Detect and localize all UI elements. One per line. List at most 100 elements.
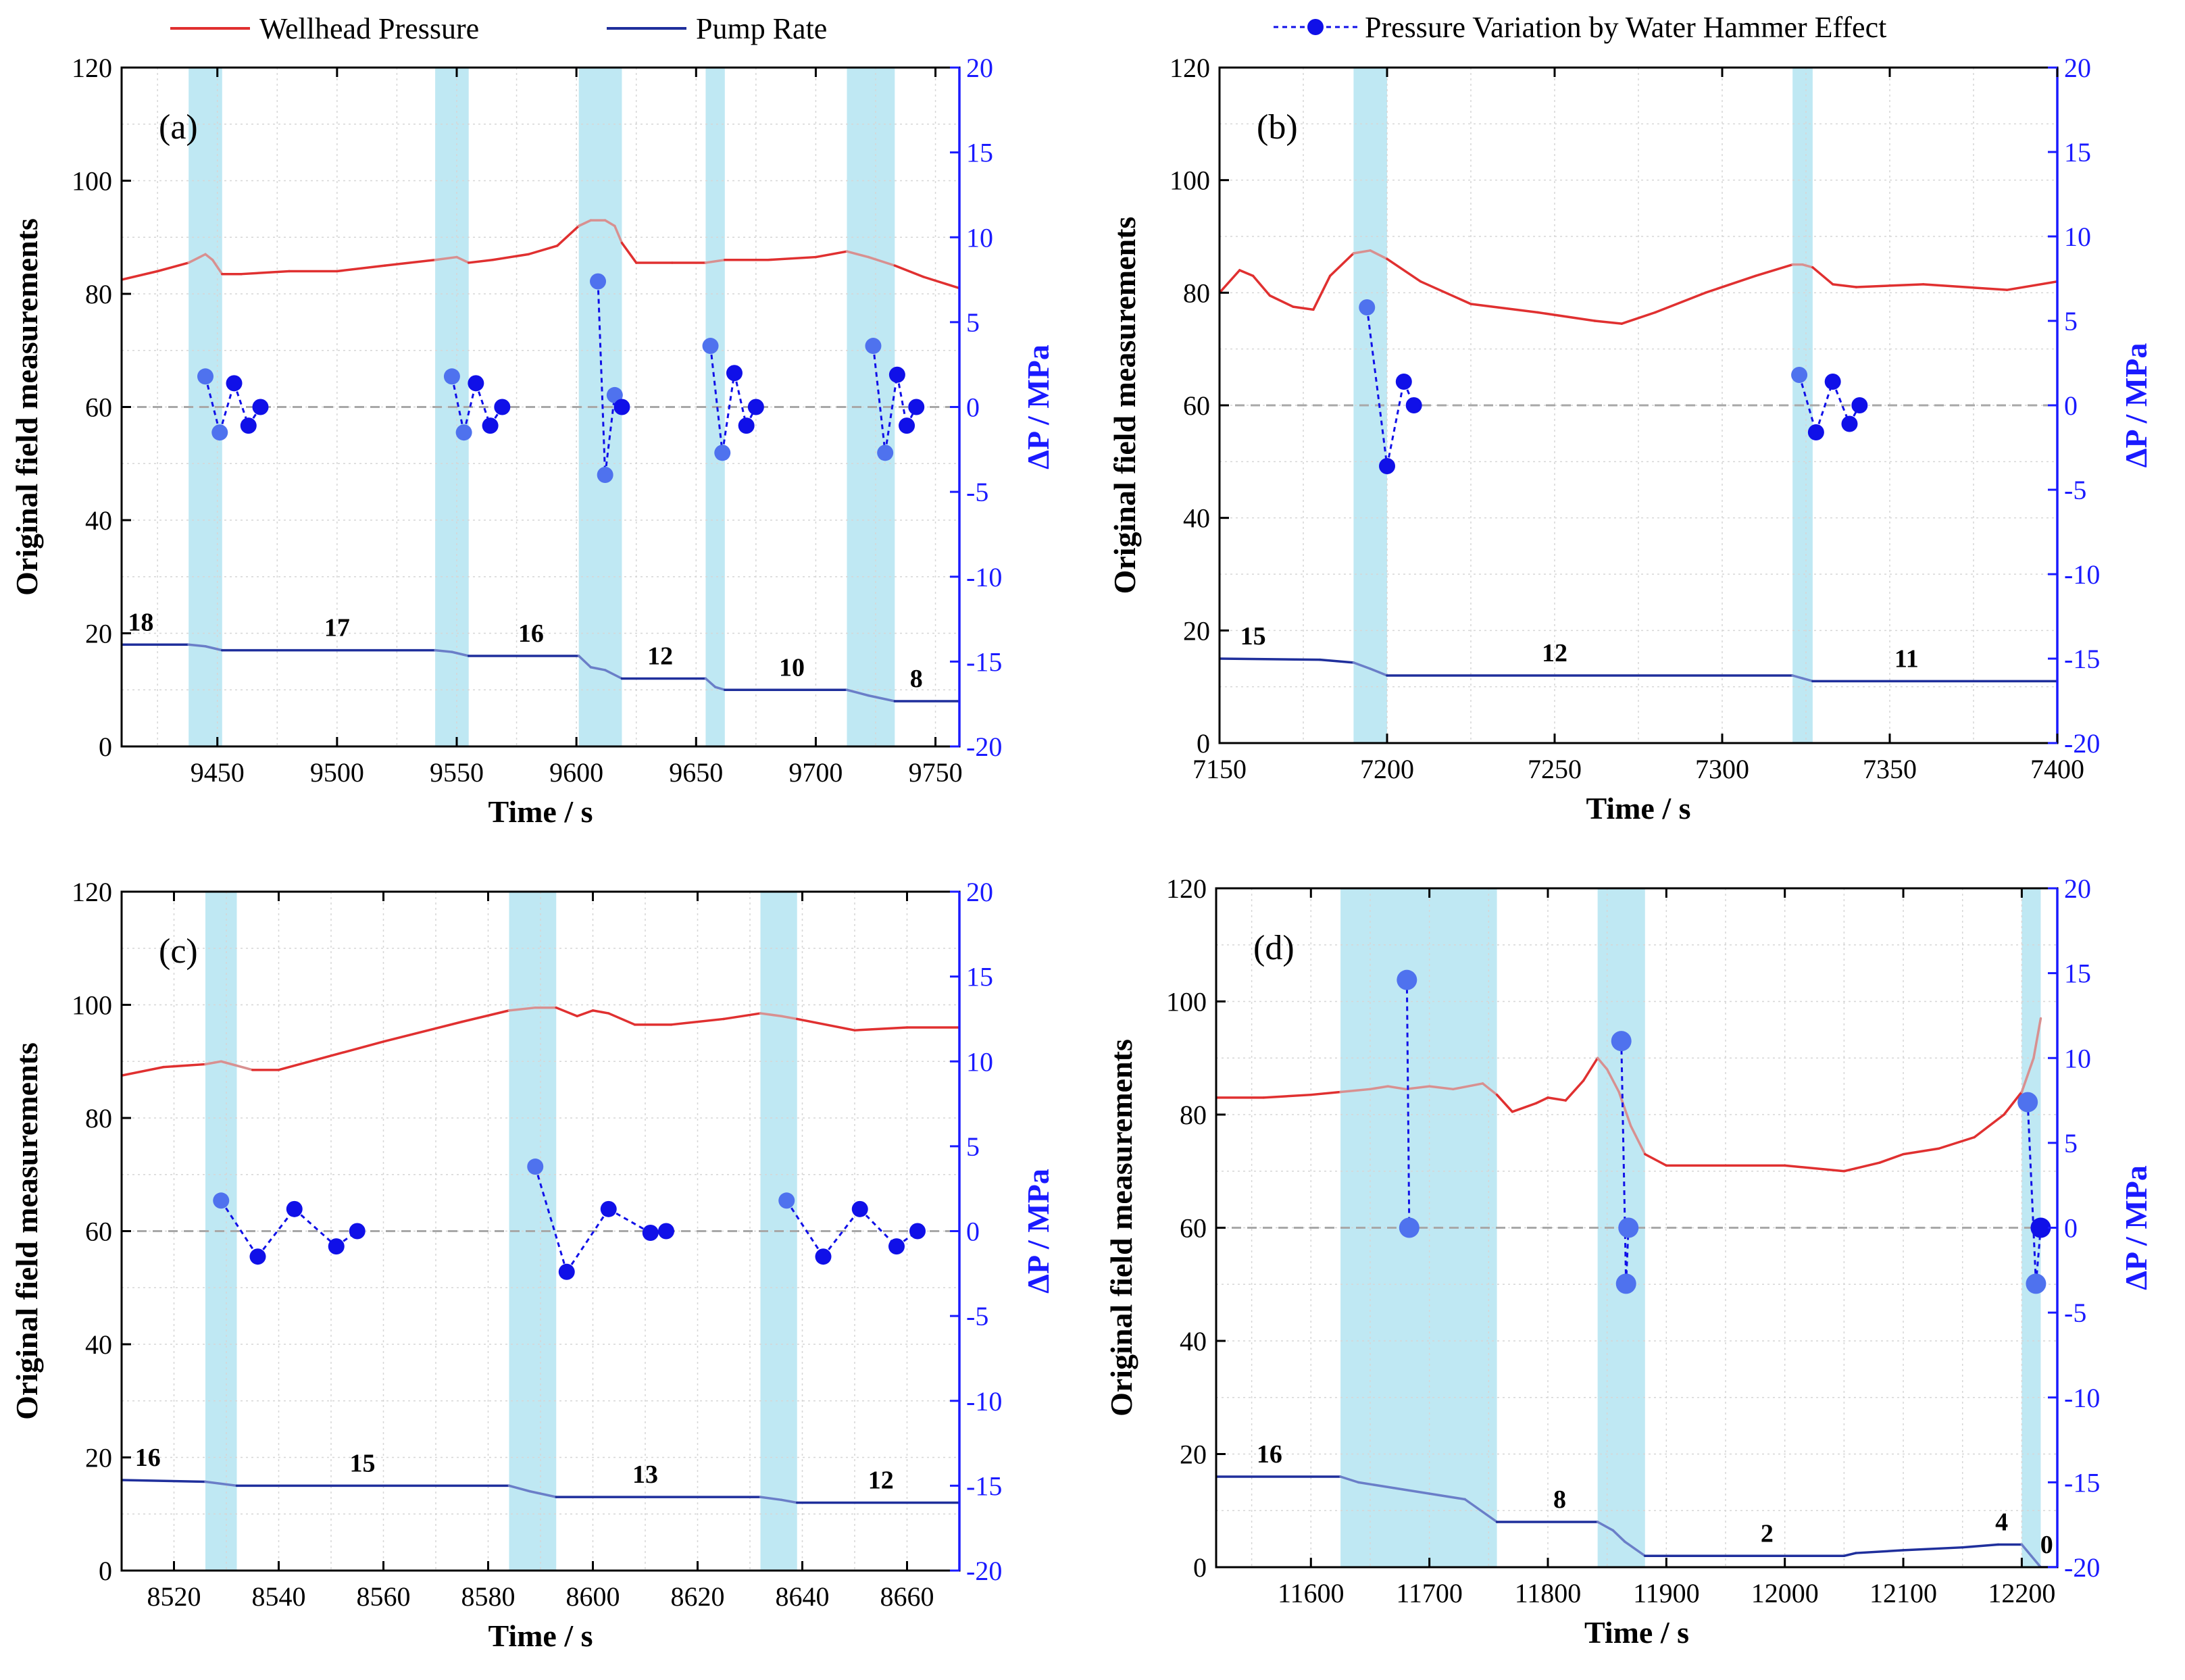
wellhead-pressure-segment xyxy=(780,1015,799,1021)
y-tick-label: 20 xyxy=(85,1443,112,1473)
x-tick-label: 8560 xyxy=(357,1581,411,1612)
delta-p-point xyxy=(1611,1031,1632,1052)
pump-rate-label: 2 xyxy=(1761,1519,1774,1548)
wellhead-pressure-segment xyxy=(277,1040,385,1071)
wellhead-pressure-segment xyxy=(1620,311,1657,325)
delta-p-point xyxy=(468,375,484,392)
wellhead-pressure-segment xyxy=(1534,1096,1549,1104)
pump-rate-label: 13 xyxy=(632,1460,658,1489)
x-tick-label: 7200 xyxy=(1360,754,1414,784)
delta-p-connector xyxy=(257,1208,295,1258)
x-tick-label: 9650 xyxy=(669,757,723,788)
pump-rate-segment xyxy=(759,1496,783,1502)
y-tick-label: 80 xyxy=(85,1103,112,1134)
pump-rate-segment xyxy=(589,666,607,671)
x-tick-label: 8540 xyxy=(252,1581,306,1612)
wellhead-pressure-segment xyxy=(613,224,624,245)
y2-tick-label: 0 xyxy=(966,1217,980,1247)
delta-p-connector xyxy=(1365,307,1388,467)
delta-p-connector xyxy=(293,1208,337,1248)
pump-rate-segment xyxy=(1369,667,1388,677)
y-tick-label: 120 xyxy=(1166,873,1207,904)
y2-tick-label: 10 xyxy=(966,1046,993,1077)
wellhead-pressure-segment xyxy=(1644,1152,1668,1167)
pump-rate-segment xyxy=(2030,1554,2042,1567)
delta-p-connector xyxy=(721,373,736,453)
x-tick-label: 11900 xyxy=(1633,1578,1700,1608)
delta-p-point xyxy=(1405,397,1422,413)
y2-tick-label: 20 xyxy=(966,877,993,907)
wellhead-pressure-segment xyxy=(2005,280,2057,291)
wellhead-pressure-segment xyxy=(556,224,580,247)
wellhead-pressure-segment xyxy=(766,255,818,261)
pump-rate-label: 4 xyxy=(1995,1508,2008,1537)
delta-p-point xyxy=(877,444,894,461)
wellhead-pressure-segment xyxy=(1878,1152,1905,1164)
wellhead-pressure-segment xyxy=(1605,1068,1620,1094)
delta-p-connector xyxy=(709,345,724,453)
wellhead-pressure-segment xyxy=(922,276,959,290)
pump-rate-segment xyxy=(1357,1481,1395,1490)
wellhead-pressure-segment xyxy=(555,1006,578,1017)
wellhead-pressure-segment xyxy=(467,259,494,264)
pump-rate-segment xyxy=(1624,1540,1647,1557)
wellhead-pressure-segment xyxy=(1831,283,1858,288)
x-tick-label: 11700 xyxy=(1396,1578,1463,1608)
y2-tick-label: -15 xyxy=(2064,1467,2100,1498)
wellhead-pressure-segment xyxy=(576,1009,595,1017)
delta-p-point xyxy=(606,386,623,403)
y-tick-label: 100 xyxy=(1170,166,1210,196)
wellhead-pressure-segment xyxy=(796,1017,856,1032)
panel-a: 9450 9500 9550 9600 9650 9700 9750020406080100… xyxy=(9,53,1055,829)
panel-label: (a) xyxy=(159,108,198,147)
delta-p-point xyxy=(1851,397,1868,413)
y-tick-label: 20 xyxy=(85,619,112,649)
panel-c-grid xyxy=(122,892,959,1571)
x-tick-label: 12200 xyxy=(1988,1578,2055,1608)
wellhead-pressure-segment xyxy=(434,255,458,261)
delta-p-point xyxy=(1615,1273,1636,1294)
wellhead-pressure-segment xyxy=(122,270,159,281)
delta-p-connector xyxy=(785,1200,824,1258)
y2-tick-label: -5 xyxy=(2064,475,2086,505)
y-axis-title: Original field measurements xyxy=(1104,1039,1138,1417)
pump-rate-label: 11 xyxy=(1894,645,1919,673)
x-tick-label: 9500 xyxy=(310,757,364,788)
x-tick-label: 8620 xyxy=(671,1581,725,1612)
y2-tick-label: 5 xyxy=(966,307,980,338)
wellhead-pressure-segment xyxy=(893,264,925,278)
x-tick-label: 8580 xyxy=(461,1581,516,1612)
y-tick-label: 40 xyxy=(85,505,112,536)
delta-p-connector xyxy=(884,374,899,453)
delta-p-point xyxy=(909,1223,926,1240)
delta-p-point xyxy=(455,424,472,441)
wellhead-pressure-segment xyxy=(853,1026,909,1032)
wellhead-pressure-segment xyxy=(383,259,436,267)
pump-rate-segment xyxy=(713,686,726,691)
delta-p-point xyxy=(851,1200,868,1217)
wellhead-pressure-segment xyxy=(461,1009,511,1023)
wellhead-pressure-segment xyxy=(1801,263,1814,269)
y-tick-label: 0 xyxy=(99,1556,112,1586)
wellhead-pressure-segment xyxy=(336,264,386,273)
pump-rate-label: 8 xyxy=(1553,1485,1566,1514)
y2-tick-label: 20 xyxy=(966,53,993,83)
pump-rate-segment xyxy=(434,648,453,653)
delta-p-point xyxy=(865,338,882,355)
x-tick-label: 8640 xyxy=(776,1581,830,1612)
delta-p-connector xyxy=(2026,1102,2037,1284)
y2-tick-label: 5 xyxy=(966,1131,980,1162)
pump-rate-segment xyxy=(1463,1498,1499,1523)
delta-p-connector xyxy=(566,1208,609,1273)
wellhead-pressure-segment xyxy=(1220,269,1241,295)
pump-rate-segment xyxy=(1842,1552,1857,1557)
wellhead-pressure-segment xyxy=(722,1012,762,1021)
delta-p-point xyxy=(1379,458,1395,474)
delta-p-point xyxy=(1824,374,1841,390)
wellhead-pressure-segment xyxy=(1309,1090,1342,1096)
legend-label-pump-rate: Pump Rate xyxy=(696,12,827,45)
wellhead-pressure-segment xyxy=(122,1065,165,1077)
delta-p-point xyxy=(815,1248,832,1265)
